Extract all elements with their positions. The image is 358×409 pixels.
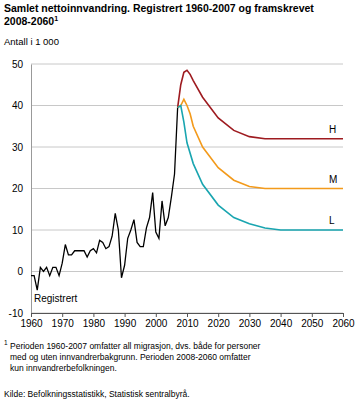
grid-line [31, 64, 343, 65]
x-tick-mark [93, 313, 94, 317]
y-tick-label: 0 [17, 266, 23, 277]
x-tick: 2020 [208, 313, 231, 329]
grid-line [31, 147, 343, 148]
x-tick: 1970 [52, 313, 75, 329]
x-tick-label: 2010 [176, 318, 199, 329]
y-tick: 40 [12, 100, 31, 111]
x-tick-mark [125, 313, 126, 317]
y-tick-label: 50 [12, 59, 24, 70]
y-tick: -10 [9, 308, 31, 319]
lines [31, 70, 343, 290]
series-line [178, 99, 343, 188]
x-tick: 2030 [239, 313, 262, 329]
series-line [178, 106, 343, 231]
title-line: 2008-2060 [4, 15, 54, 27]
x-axis-line [32, 314, 344, 318]
x-tick-label: 2000 [145, 318, 168, 329]
x-tick: 1990 [114, 313, 137, 329]
series-label: Registrert [34, 293, 78, 304]
subtitle: Antall i 1 000 [4, 36, 59, 47]
footnote-marker: 1 [4, 339, 8, 346]
footnote-line: kun innvandrerbefolkningen. [10, 363, 117, 373]
x-tick-label: 2020 [208, 318, 231, 329]
x-tick-label: 1990 [114, 318, 137, 329]
x-tick-mark [31, 313, 32, 317]
x-tick-label: 2050 [301, 318, 324, 329]
title: 2008-20601 [4, 15, 58, 27]
footnote-line: Perioden 1960-2007 omfatter all migrasjo… [10, 341, 261, 351]
x-tick: 2000 [145, 313, 168, 329]
chart: Samlet nettoinnvandring. Registrert 1960… [0, 0, 358, 409]
y-tick: 10 [12, 225, 31, 236]
footnote: Perioden 1960-2007 omfatter all migrasjo… [4, 339, 261, 373]
x-tick-mark [218, 313, 219, 317]
grid [31, 64, 343, 313]
x-tick-label: 1960 [20, 318, 43, 329]
y-axis: -10 0 10 20 30 40 50 [9, 59, 32, 319]
y-tick: 30 [12, 142, 31, 153]
series-line [31, 108, 178, 291]
title-group: Samlet nettoinnvandring. Registrert 1960… [4, 2, 314, 27]
x-tick-mark [343, 313, 344, 317]
y-tick-label: 40 [12, 100, 24, 111]
x-tick-mark [249, 313, 250, 317]
x-tick-mark [281, 313, 282, 317]
x-tick-mark [312, 313, 313, 317]
x-tick-mark [187, 313, 188, 317]
footnote-line: med og uten innvandrerbakgrunn. Perioden… [10, 352, 251, 362]
footnote-marker: 1 [54, 15, 58, 22]
x-tick: 2010 [176, 313, 199, 329]
y-tick-label: 20 [12, 183, 24, 194]
y-tick: 50 [12, 59, 31, 70]
source: Kilde: Befolkningsstatistikk, Statistisk… [4, 389, 190, 399]
x-tick-label: 1980 [83, 318, 106, 329]
series-label: H [329, 124, 336, 135]
x-tick-label: 2040 [270, 318, 293, 329]
x-tick-label: 1970 [52, 318, 75, 329]
y-tick-label: 10 [12, 225, 24, 236]
grid-line [31, 271, 343, 272]
x-tick-label: 2060 [332, 318, 355, 329]
series-line [178, 70, 343, 138]
y-tick-label: -10 [9, 308, 24, 319]
x-tick: 2050 [301, 313, 324, 329]
title-line: Samlet nettoinnvandring. Registrert 1960… [4, 2, 314, 14]
x-tick: 1980 [83, 313, 106, 329]
x-tick-label: 2030 [239, 318, 262, 329]
x-tick: 1960 [20, 313, 43, 329]
series-label: M [329, 174, 337, 185]
y-tick-label: 30 [12, 142, 24, 153]
y-tick: 0 [17, 266, 31, 277]
x-tick: 2040 [270, 313, 293, 329]
x-axis: 1960 1970 1980 1990 2000 2010 2020 2030 2040 2050… [20, 313, 355, 329]
y-tick: 20 [12, 183, 31, 194]
series-labels: Registrert H M L [34, 124, 337, 304]
series-label: L [329, 215, 335, 226]
x-tick-mark [156, 313, 157, 317]
title: Samlet nettoinnvandring. Registrert 1960… [4, 2, 314, 14]
x-tick-mark [62, 313, 63, 317]
x-tick: 2060 [332, 313, 355, 329]
